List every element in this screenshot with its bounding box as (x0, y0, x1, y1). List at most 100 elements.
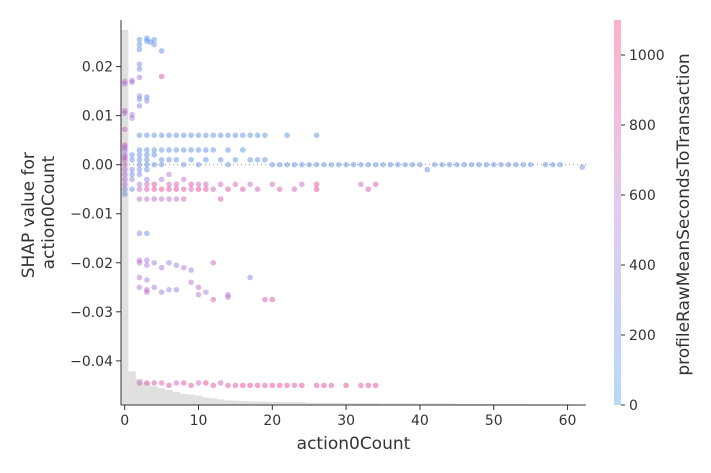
histogram-bar (268, 402, 306, 405)
scatter-point (225, 161, 231, 168)
scatter-point (144, 277, 150, 283)
scatter-point (365, 382, 372, 389)
scatter-point (129, 171, 135, 178)
histogram-bar (150, 386, 158, 405)
scatter-point (151, 284, 158, 291)
scatter-point (121, 154, 128, 161)
colorbar-tick-label: 0 (629, 398, 638, 414)
scatter-point (144, 38, 150, 44)
scatter-point (424, 166, 431, 173)
scatter-point (439, 161, 445, 168)
scatter-point (254, 132, 261, 139)
scatter-point (144, 132, 150, 139)
scatter-point (527, 161, 534, 168)
scatter-point (498, 161, 504, 168)
histogram-bar (172, 391, 181, 405)
scatter-point (158, 264, 165, 271)
scatter-point (144, 166, 150, 173)
scatter-point (121, 147, 128, 153)
scatter-point (180, 186, 187, 193)
scatter-point (409, 161, 416, 168)
scatter-point (505, 161, 512, 168)
scatter-point (166, 382, 172, 389)
scatter-point (461, 161, 468, 168)
scatter-point (262, 132, 268, 139)
scatter-point (188, 147, 194, 153)
scatter-point (188, 279, 194, 286)
scatter-point (520, 161, 527, 168)
scatter-point (136, 152, 143, 158)
scatter-point (144, 176, 150, 183)
scatter-point (136, 284, 143, 291)
scatter-point (203, 147, 209, 153)
scatter-point (136, 166, 143, 173)
scatter-point (121, 156, 128, 163)
scatter-point (121, 161, 128, 168)
scatter-point (225, 382, 231, 389)
scatter-point (166, 147, 172, 153)
colorbar-tick-label: 400 (629, 258, 656, 274)
scatter-point (136, 96, 143, 103)
scatter-point (121, 186, 128, 193)
scatter-point (180, 176, 187, 183)
histogram-bar (165, 390, 173, 405)
scatter-point (454, 161, 460, 168)
scatter-point (269, 382, 276, 389)
scatter-point (188, 181, 194, 188)
scatter-point (225, 132, 231, 139)
colorbar-label: profileRawMeanSecondsToTransaction (674, 53, 694, 375)
scatter-point (195, 161, 202, 168)
scatter-point (151, 181, 158, 188)
y-tick-label: −0.01 (70, 207, 113, 223)
scatter-point (121, 80, 128, 87)
scatter-point (299, 181, 305, 188)
scatter-point (173, 286, 180, 293)
scatter-point (144, 289, 150, 295)
scatter-point (291, 161, 298, 168)
scatter-point (121, 191, 128, 197)
x-axis-ticks: 0 10 20 30 40 50 60 (120, 405, 576, 429)
y-axis-label-line-2: action0Count (39, 155, 59, 269)
scatter-point (446, 161, 453, 168)
scatter-point (129, 186, 135, 193)
scatter-point (136, 156, 143, 163)
scatter-point (144, 94, 150, 100)
scatter-point (136, 171, 143, 178)
scatter-point (180, 196, 187, 202)
y-axis-label: SHAP value for action0Count (19, 147, 59, 278)
scatter-point (394, 161, 401, 168)
scatter-point (203, 132, 209, 139)
scatter-point (299, 161, 305, 168)
scatter-point (136, 132, 143, 139)
scatter-point (158, 73, 165, 80)
scatter-point (151, 161, 158, 168)
histogram-bar (253, 401, 269, 405)
scatter-point (380, 161, 386, 168)
scatter-point (151, 132, 158, 139)
scatter-point (343, 161, 349, 168)
scatter-point (225, 291, 231, 298)
y-tick-label: −0.04 (70, 354, 113, 370)
scatter-point (173, 181, 180, 188)
scatter-point (358, 181, 364, 188)
scatter-point (136, 74, 143, 81)
scatter-point (180, 380, 187, 386)
scatter-point (158, 196, 165, 202)
scatter-point (158, 161, 165, 168)
histogram-bar (216, 399, 225, 405)
scatter-point (144, 181, 150, 188)
colorbar-ticks: 0 200 400 600 800 1000 (621, 48, 665, 414)
scatter-point (136, 230, 143, 237)
histogram-bar (135, 378, 144, 405)
scatter-point (151, 41, 158, 48)
scatter-point (166, 286, 172, 293)
histogram-bar (224, 400, 240, 405)
scatter-point (203, 156, 209, 163)
scatter-point (121, 110, 128, 116)
scatter-point (372, 382, 379, 389)
scatter-point (158, 380, 165, 386)
scatter-point (387, 161, 394, 168)
scatter-point (328, 382, 335, 389)
scatter-point (136, 61, 143, 67)
scatter-point (166, 196, 172, 202)
